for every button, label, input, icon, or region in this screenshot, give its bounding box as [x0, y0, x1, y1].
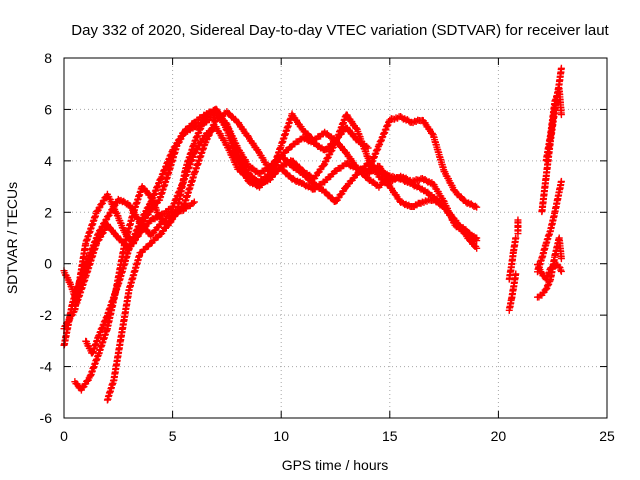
data-point — [100, 219, 108, 227]
x-axis-label: GPS time / hours — [282, 457, 389, 473]
data-points — [60, 64, 565, 404]
data-point — [420, 198, 428, 206]
y-tick-label: -2 — [40, 307, 53, 323]
data-point — [170, 209, 178, 217]
y-tick-label: -6 — [40, 410, 53, 426]
data-point — [178, 132, 186, 140]
data-point — [178, 132, 186, 140]
data-point — [180, 128, 188, 136]
y-tick-label: -4 — [40, 359, 53, 375]
data-point — [190, 198, 198, 206]
series-track-9 — [505, 270, 520, 314]
data-point — [320, 161, 328, 169]
data-point — [473, 244, 481, 252]
data-point — [176, 135, 184, 143]
data-point — [557, 255, 565, 263]
data-point — [173, 208, 181, 216]
data-point — [189, 199, 197, 207]
data-point — [412, 118, 420, 126]
data-point — [471, 202, 479, 210]
data-point — [174, 139, 182, 147]
data-point — [557, 111, 565, 119]
data-point — [99, 220, 107, 228]
chart-title: Day 332 of 2020, Sidereal Day-to-day VTE… — [71, 22, 609, 39]
y-tick-label: 2 — [44, 204, 52, 220]
x-tick-label: 10 — [273, 428, 289, 444]
data-point — [557, 177, 565, 185]
data-point — [96, 226, 104, 234]
data-point — [557, 64, 565, 72]
data-point — [102, 216, 110, 224]
x-tick-label: 5 — [169, 428, 177, 444]
data-point — [386, 116, 394, 124]
data-point — [222, 125, 230, 133]
y-tick-label: 4 — [44, 153, 52, 169]
y-tick-label: 6 — [44, 101, 52, 117]
data-point — [423, 197, 431, 205]
x-tick-label: 20 — [491, 428, 507, 444]
data-point — [175, 139, 183, 147]
series-track-10 — [514, 216, 522, 238]
series-track-6 — [60, 195, 198, 349]
series-track-15 — [533, 260, 565, 283]
y-tick-label: 0 — [44, 256, 52, 272]
data-point — [98, 223, 106, 231]
plot-border — [63, 57, 608, 419]
data-point — [411, 177, 419, 185]
y-axis-label: SDTVAR / TECUs — [4, 182, 20, 294]
x-tick-label: 15 — [382, 428, 398, 444]
x-tick-label: 0 — [60, 428, 68, 444]
data-point — [512, 234, 520, 242]
data-point — [428, 130, 436, 138]
data-point — [390, 115, 398, 123]
data-point — [557, 266, 565, 274]
data-point — [473, 234, 481, 242]
axis-ticks: 0 5 10 15 20 25 -6 -4 -2 0 2 4 6 8 — [40, 50, 615, 444]
data-point — [512, 270, 520, 278]
data-point — [473, 203, 481, 211]
data-point — [408, 178, 416, 186]
series-track-7 — [364, 162, 481, 242]
data-point — [352, 124, 360, 132]
series-track-12 — [542, 85, 565, 165]
data-point — [557, 267, 565, 275]
data-point — [96, 227, 104, 235]
data-point — [514, 216, 522, 224]
x-tick-label: 25 — [599, 428, 615, 444]
y-tick-label: 8 — [44, 50, 52, 66]
data-point — [409, 119, 417, 127]
